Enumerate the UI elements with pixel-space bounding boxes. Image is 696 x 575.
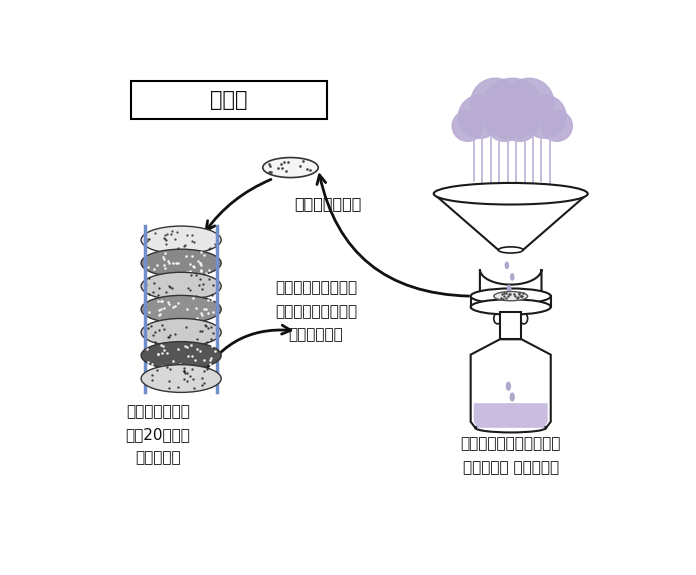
Ellipse shape — [470, 299, 551, 315]
Ellipse shape — [141, 296, 221, 323]
Polygon shape — [474, 403, 548, 428]
Polygon shape — [480, 269, 541, 296]
Ellipse shape — [141, 249, 221, 277]
Ellipse shape — [141, 226, 221, 254]
Circle shape — [470, 78, 520, 128]
Circle shape — [541, 110, 572, 141]
Ellipse shape — [470, 289, 551, 304]
Text: 抽出・分析法の考案
により過去の沈着量
データを復元: 抽出・分析法の考案 により過去の沈着量 データを復元 — [275, 281, 357, 343]
Text: 薄膜フィルター: 薄膜フィルター — [294, 196, 361, 211]
Circle shape — [486, 105, 523, 141]
Ellipse shape — [498, 247, 523, 253]
Circle shape — [452, 110, 483, 141]
Circle shape — [501, 105, 539, 141]
Ellipse shape — [141, 342, 221, 369]
Polygon shape — [470, 339, 551, 428]
Ellipse shape — [475, 423, 546, 432]
Circle shape — [505, 78, 554, 128]
Ellipse shape — [509, 392, 515, 402]
Circle shape — [459, 95, 501, 139]
Ellipse shape — [480, 292, 541, 301]
Circle shape — [501, 105, 539, 141]
Circle shape — [482, 78, 543, 140]
Text: 保存されていた
過去20年間の
フィルター: 保存されていた 過去20年間の フィルター — [125, 404, 191, 466]
FancyBboxPatch shape — [470, 296, 551, 307]
Ellipse shape — [505, 262, 509, 269]
Circle shape — [470, 78, 520, 128]
Ellipse shape — [263, 158, 318, 178]
Ellipse shape — [510, 273, 514, 281]
Ellipse shape — [507, 285, 512, 292]
Ellipse shape — [434, 183, 587, 205]
Circle shape — [486, 105, 523, 141]
Ellipse shape — [141, 365, 221, 392]
FancyBboxPatch shape — [500, 312, 521, 339]
Circle shape — [459, 95, 501, 139]
Circle shape — [523, 95, 566, 139]
Ellipse shape — [493, 292, 528, 301]
Circle shape — [452, 110, 483, 141]
Polygon shape — [434, 194, 587, 250]
Circle shape — [541, 110, 572, 141]
Text: 本研究: 本研究 — [210, 90, 248, 110]
Circle shape — [482, 78, 543, 140]
FancyBboxPatch shape — [131, 81, 327, 119]
Ellipse shape — [506, 382, 511, 391]
Text: 酸性雨研究で用いられた
バルク沈着 サンプラー: 酸性雨研究で用いられた バルク沈着 サンプラー — [461, 436, 561, 475]
Circle shape — [523, 95, 566, 139]
Ellipse shape — [520, 313, 528, 324]
Ellipse shape — [141, 273, 221, 300]
Circle shape — [505, 78, 554, 128]
Ellipse shape — [141, 319, 221, 346]
Ellipse shape — [493, 313, 501, 324]
